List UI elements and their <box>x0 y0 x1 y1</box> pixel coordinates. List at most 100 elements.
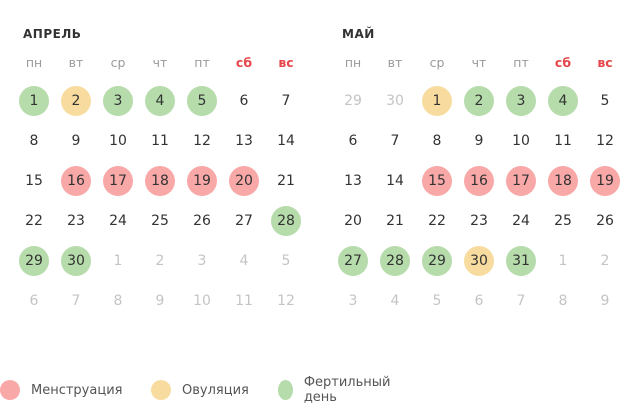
calendar-day[interactable]: 7 <box>281 93 291 109</box>
calendar-day-other-month[interactable]: 30 <box>386 93 404 109</box>
calendar-day[interactable]: 5 <box>600 93 610 109</box>
calendar-day-other-month[interactable]: 12 <box>277 293 295 309</box>
calendar-day[interactable]: 9 <box>71 133 81 149</box>
calendar-day-other-month[interactable]: 2 <box>155 253 165 269</box>
calendar-day-ovulation[interactable]: 2 <box>61 86 91 116</box>
calendar-day-fertile[interactable]: 27 <box>338 246 368 276</box>
calendar-day-other-month[interactable]: 2 <box>600 253 610 269</box>
calendar-day[interactable]: 25 <box>151 213 169 229</box>
calendar-day-other-month[interactable]: 4 <box>239 253 249 269</box>
calendar-day[interactable]: 11 <box>554 133 572 149</box>
calendar-day-other-month[interactable]: 5 <box>432 293 442 309</box>
calendar-day[interactable]: 13 <box>344 173 362 189</box>
calendar-day[interactable]: 14 <box>386 173 404 189</box>
calendar-day[interactable]: 25 <box>554 213 572 229</box>
calendar-day-fertile[interactable]: 3 <box>506 86 536 116</box>
calendar-day-other-month[interactable]: 7 <box>516 293 526 309</box>
calendar-day-other-month[interactable]: 9 <box>600 293 610 309</box>
calendar-day-other-month[interactable]: 1 <box>113 253 123 269</box>
legend-item-menstruation: Менструация <box>0 378 122 402</box>
calendar-day[interactable]: 14 <box>277 133 295 149</box>
fertile-dot-icon <box>278 380 293 400</box>
calendar-day-fertile[interactable]: 31 <box>506 246 536 276</box>
calendar-day[interactable]: 15 <box>25 173 43 189</box>
weekday-tue: вт <box>387 55 403 70</box>
calendar-day-fertile[interactable]: 29 <box>19 246 49 276</box>
calendar-day[interactable]: 27 <box>235 213 253 229</box>
calendar-day[interactable]: 9 <box>474 133 484 149</box>
calendar-day[interactable]: 20 <box>344 213 362 229</box>
weekday-sat: сб <box>235 55 253 70</box>
calendar-day-other-month[interactable]: 6 <box>474 293 484 309</box>
calendar-day-other-month[interactable]: 11 <box>235 293 253 309</box>
calendar-day-other-month[interactable]: 1 <box>558 253 568 269</box>
calendar-day[interactable]: 8 <box>432 133 442 149</box>
weekday-fri: пт <box>513 55 529 70</box>
weekday-thu: чт <box>152 55 168 70</box>
calendar-day[interactable]: 21 <box>386 213 404 229</box>
calendar-day-menstruation[interactable]: 20 <box>229 166 259 196</box>
calendar-day[interactable]: 6 <box>348 133 358 149</box>
month-title: АПРЕЛЬ <box>23 27 82 41</box>
calendar-day[interactable]: 26 <box>596 213 614 229</box>
calendar-day[interactable]: 8 <box>29 133 39 149</box>
calendar-day-menstruation[interactable]: 18 <box>548 166 578 196</box>
calendar-day-ovulation[interactable]: 30 <box>464 246 494 276</box>
calendar-day[interactable]: 12 <box>193 133 211 149</box>
calendar-day[interactable]: 26 <box>193 213 211 229</box>
weekday-tue: вт <box>68 55 84 70</box>
calendar-day[interactable]: 11 <box>151 133 169 149</box>
calendar-day-other-month[interactable]: 3 <box>197 253 207 269</box>
weekday-sat: сб <box>554 55 572 70</box>
calendar-day-other-month[interactable]: 6 <box>29 293 39 309</box>
calendar-day-fertile[interactable]: 5 <box>187 86 217 116</box>
calendar-day-menstruation[interactable]: 18 <box>145 166 175 196</box>
calendar-day-other-month[interactable]: 8 <box>113 293 123 309</box>
calendar-day-menstruation[interactable]: 16 <box>464 166 494 196</box>
calendar-day[interactable]: 7 <box>390 133 400 149</box>
calendar-day-fertile[interactable]: 2 <box>464 86 494 116</box>
calendar-day-other-month[interactable]: 8 <box>558 293 568 309</box>
calendar-day-menstruation[interactable]: 16 <box>61 166 91 196</box>
calendar-day-other-month[interactable]: 5 <box>281 253 291 269</box>
calendar-day[interactable]: 21 <box>277 173 295 189</box>
calendar-day-other-month[interactable]: 10 <box>193 293 211 309</box>
calendar-day-menstruation[interactable]: 17 <box>506 166 536 196</box>
calendar-day-other-month[interactable]: 29 <box>344 93 362 109</box>
weekday-sun: вс <box>278 55 294 70</box>
calendar-day-other-month[interactable]: 7 <box>71 293 81 309</box>
calendar-day-fertile[interactable]: 30 <box>61 246 91 276</box>
calendar-day[interactable]: 6 <box>239 93 249 109</box>
calendar-day[interactable]: 23 <box>67 213 85 229</box>
calendar-day-menstruation[interactable]: 19 <box>590 166 620 196</box>
calendar-day[interactable]: 12 <box>596 133 614 149</box>
calendar-day-fertile[interactable]: 4 <box>145 86 175 116</box>
calendar-day-fertile[interactable]: 28 <box>271 206 301 236</box>
calendar-day-fertile[interactable]: 29 <box>422 246 452 276</box>
calendar-day-fertile[interactable]: 3 <box>103 86 133 116</box>
calendar-day-ovulation[interactable]: 1 <box>422 86 452 116</box>
calendar-day[interactable]: 22 <box>25 213 43 229</box>
weekday-sun: вс <box>597 55 613 70</box>
calendar-day[interactable]: 10 <box>512 133 530 149</box>
calendar-day[interactable]: 10 <box>109 133 127 149</box>
weekday-fri: пт <box>194 55 210 70</box>
calendar-day-fertile[interactable]: 28 <box>380 246 410 276</box>
calendar-day-other-month[interactable]: 9 <box>155 293 165 309</box>
calendar-day-menstruation[interactable]: 15 <box>422 166 452 196</box>
calendar-day[interactable]: 13 <box>235 133 253 149</box>
legend-label: Фертильный день <box>303 375 391 405</box>
calendar-day-other-month[interactable]: 3 <box>348 293 358 309</box>
calendar-day[interactable]: 23 <box>470 213 488 229</box>
calendar-day[interactable]: 22 <box>428 213 446 229</box>
calendar-day[interactable]: 24 <box>512 213 530 229</box>
calendar-day-menstruation[interactable]: 17 <box>103 166 133 196</box>
calendar-day-fertile[interactable]: 4 <box>548 86 578 116</box>
calendar-day[interactable]: 24 <box>109 213 127 229</box>
calendar-may: МАЙ пн вт ср чт пт сб вс 29 30 1 2 3 4 5 6 7 8 9 10 11 12 13 1… <box>319 0 620 340</box>
month-title: МАЙ <box>342 27 375 41</box>
calendar-day-menstruation[interactable]: 19 <box>187 166 217 196</box>
calendar-day-other-month[interactable]: 4 <box>390 293 400 309</box>
calendar-day-fertile[interactable]: 1 <box>19 86 49 116</box>
weekday-thu: чт <box>471 55 487 70</box>
